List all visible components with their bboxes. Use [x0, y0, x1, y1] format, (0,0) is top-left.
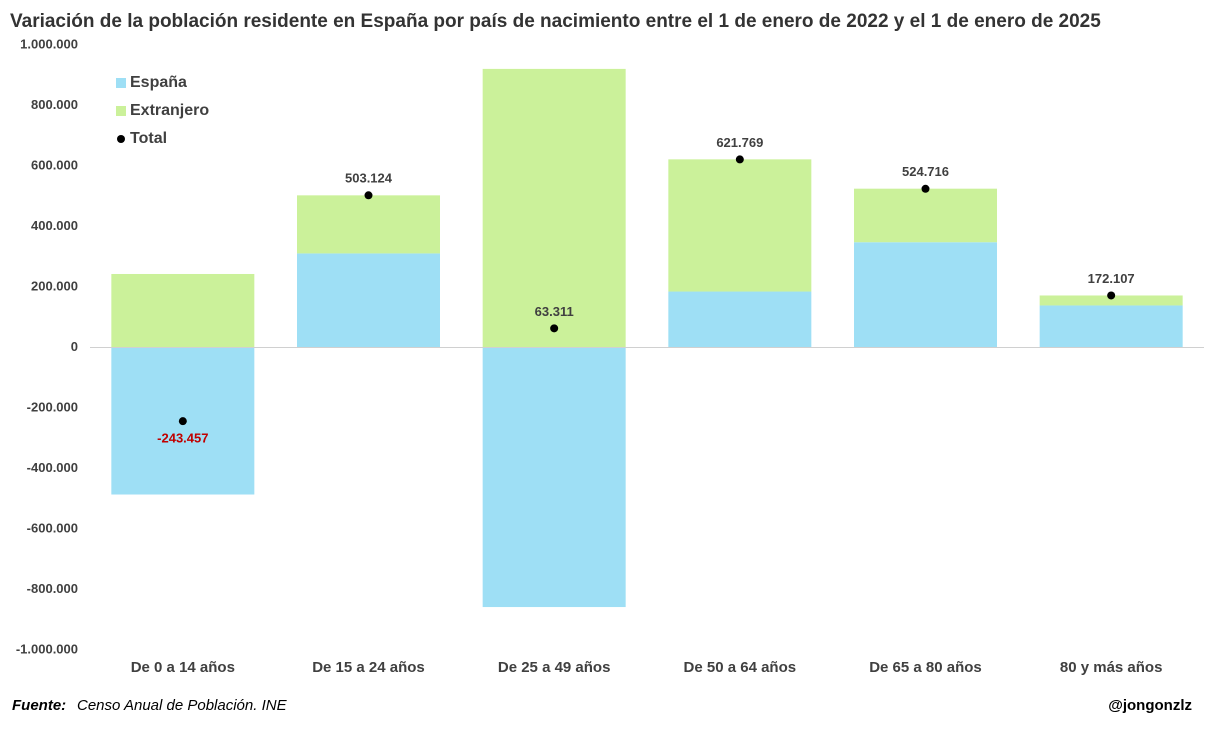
data-label: 621.769	[716, 135, 763, 150]
data-label: -243.457	[157, 431, 208, 446]
y-tick-label: -800.000	[27, 581, 78, 596]
source: Censo Anual de Población. INE	[77, 697, 288, 714]
y-tick-label: -200.000	[27, 399, 78, 414]
y-tick-label: -400.000	[27, 460, 78, 475]
x-tick-label: De 0 a 14 años	[131, 659, 235, 676]
total-point	[550, 324, 559, 333]
bar	[297, 253, 440, 348]
x-tick-label: 80 y más años	[1060, 659, 1163, 676]
total-point	[735, 155, 744, 164]
bar	[854, 188, 997, 243]
x-tick-label: De 50 a 64 años	[684, 659, 797, 676]
bar	[1039, 305, 1183, 348]
total-point	[921, 184, 930, 193]
y-tick-label: 200.000	[31, 278, 78, 293]
data-label: 63.311	[535, 304, 574, 319]
y-tick-label: 400.000	[31, 218, 78, 233]
y-tick-label: 0	[71, 339, 78, 354]
bar	[482, 347, 626, 608]
source-label: Fuente:	[12, 697, 66, 714]
legend-marker	[117, 135, 125, 143]
bar	[854, 242, 997, 348]
bar	[297, 195, 440, 254]
legend-marker	[116, 106, 126, 116]
bar	[111, 273, 255, 348]
x-tick-label: De 25 a 49 años	[498, 659, 611, 676]
legend-label: Total	[130, 130, 167, 147]
y-tick-label: -1.000.000	[16, 641, 78, 656]
bar	[668, 159, 812, 292]
bar	[1039, 295, 1183, 306]
chart-title: Variación de la población residente en E…	[10, 11, 1101, 32]
credit: @jongonzlz	[1108, 697, 1192, 714]
y-tick-label: 1.000.000	[20, 36, 78, 51]
data-label: 524.716	[902, 164, 949, 179]
data-label: 172.107	[1088, 271, 1135, 286]
y-tick-label: 800.000	[31, 97, 78, 112]
y-tick-label: 600.000	[31, 157, 78, 172]
total-point	[178, 417, 187, 426]
total-point	[1107, 291, 1116, 300]
y-tick-label: -600.000	[27, 520, 78, 535]
x-tick-label: De 15 a 24 años	[312, 659, 425, 676]
total-point	[364, 191, 373, 200]
legend-label: Extranjero	[130, 102, 209, 119]
data-label: 503.124	[345, 171, 393, 186]
legend-label: España	[130, 74, 187, 91]
x-tick-label: De 65 a 80 años	[869, 659, 982, 676]
bar	[668, 291, 812, 348]
bar	[482, 68, 626, 348]
legend-marker	[116, 78, 126, 88]
